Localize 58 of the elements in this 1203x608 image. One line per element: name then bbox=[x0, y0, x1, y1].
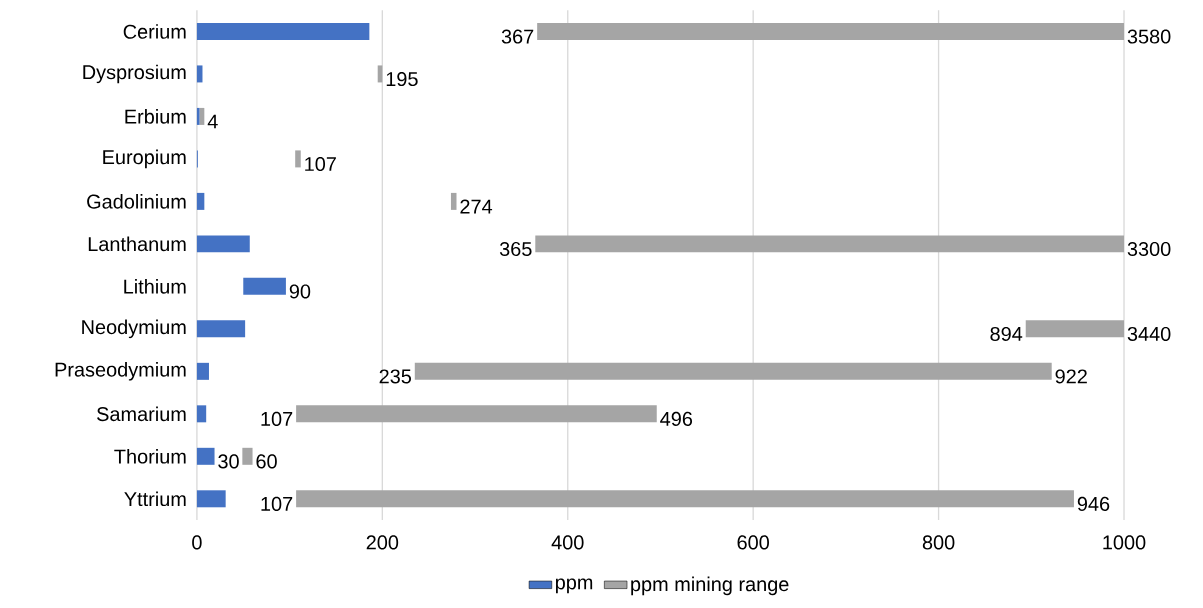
bar bbox=[196, 362, 209, 380]
bar bbox=[196, 107, 200, 125]
annotation: 3580 bbox=[1127, 29, 1171, 44]
bar bbox=[196, 235, 250, 253]
annotation: 90 bbox=[289, 284, 311, 299]
bar bbox=[296, 405, 657, 423]
bar bbox=[243, 277, 286, 295]
y-tick-label: Erbium bbox=[125, 109, 186, 124]
bar bbox=[196, 490, 226, 508]
y-tick-label: Lanthanum bbox=[88, 236, 186, 252]
x-tick-label: 0 bbox=[192, 535, 202, 550]
bar bbox=[196, 405, 207, 423]
annotation: 195 bbox=[386, 71, 418, 87]
x-tick-label: 200 bbox=[366, 535, 399, 550]
y-tick-label: Yttrium bbox=[124, 491, 186, 507]
x-tick-label: 1000 bbox=[1103, 535, 1146, 550]
y-tick-label: Neodymium bbox=[82, 319, 186, 339]
annotation: 496 bbox=[660, 411, 693, 426]
annotation: 3440 bbox=[1127, 326, 1171, 341]
annotation: 894 bbox=[990, 326, 1023, 341]
annotation: 4 bbox=[207, 114, 218, 129]
annotation: 235 bbox=[379, 369, 412, 384]
y-tick-label: Thorium bbox=[114, 448, 186, 464]
bar bbox=[535, 235, 1125, 253]
annotation: 922 bbox=[1055, 369, 1087, 384]
annotation: 367 bbox=[501, 29, 534, 44]
legend-label: ppm bbox=[555, 578, 593, 594]
bar bbox=[242, 447, 253, 465]
annotation: 946 bbox=[1077, 496, 1110, 511]
annotation: 274 bbox=[460, 199, 493, 214]
y-tick-label: Cerium bbox=[123, 24, 186, 39]
annotation: 365 bbox=[499, 241, 532, 256]
annotation: 60 bbox=[256, 454, 277, 469]
y-tick-label: Gadolinium bbox=[87, 194, 186, 209]
bar bbox=[296, 490, 1074, 508]
y-tick-label: Samarium bbox=[97, 406, 186, 422]
legend-label: ppm mining range bbox=[631, 576, 789, 596]
x-tick-label: 600 bbox=[737, 535, 769, 550]
annotation: 3300 bbox=[1127, 241, 1171, 256]
y-tick-label: Lithium bbox=[124, 279, 186, 294]
bar bbox=[414, 362, 1052, 380]
bar bbox=[196, 22, 370, 40]
bar bbox=[295, 150, 301, 168]
annotation: 107 bbox=[305, 156, 336, 171]
annotation: 107 bbox=[261, 411, 293, 426]
bar bbox=[196, 192, 205, 210]
x-tick-label: 400 bbox=[551, 535, 584, 550]
y-tick-label: Praseodymium bbox=[55, 362, 186, 381]
annotation: 107 bbox=[261, 496, 293, 511]
bar bbox=[1025, 320, 1125, 338]
y-tick-label: Europium bbox=[103, 149, 186, 169]
bar bbox=[450, 192, 457, 210]
annotation: 30 bbox=[218, 454, 239, 469]
y-tick-label: Dysprosium bbox=[83, 64, 186, 84]
bar bbox=[537, 22, 1125, 40]
x-tick-label: 800 bbox=[922, 535, 955, 550]
bar bbox=[196, 447, 215, 465]
bar bbox=[196, 320, 246, 338]
